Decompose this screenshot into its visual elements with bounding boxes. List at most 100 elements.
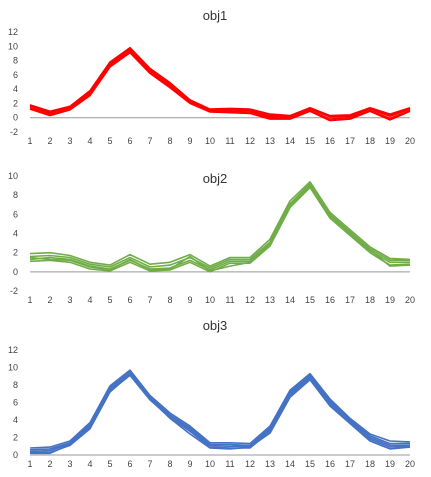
x-tick-label: 8 [167,295,172,305]
series-line-1 [29,46,411,117]
series-line-4 [30,374,411,455]
x-tick-label: 2 [47,295,52,305]
x-tick-label: 9 [187,295,192,305]
x-tick-label: 3 [67,295,72,305]
x-tick-label: 4 [87,459,92,469]
y-tick-label: 10 [8,171,18,181]
series-line-5 [30,373,411,454]
x-tick-label: 5 [107,295,112,305]
y-tick-label: 10 [8,41,18,51]
y-tick-label: -2 [10,286,18,296]
x-tick-label: 13 [265,136,275,146]
series-line-1 [29,369,411,449]
x-tick-label: 14 [285,295,295,305]
x-tick-label: 4 [87,136,92,146]
y-tick-label: 12 [8,27,18,37]
x-tick-label: 19 [385,459,395,469]
series-line-2 [29,182,410,269]
x-tick-label: 8 [167,459,172,469]
x-tick-label: 16 [325,295,335,305]
x-tick-label: 19 [385,295,395,305]
y-tick-label: 10 [8,363,18,373]
y-tick-label: 2 [13,433,18,443]
series-line-3 [29,372,410,453]
y-tick-label: 6 [13,70,18,80]
y-tick-label: 4 [13,229,18,239]
y-tick-label: 0 [13,113,18,123]
x-tick-label: 17 [345,136,355,146]
x-tick-label: 12 [245,459,255,469]
series-line-2 [29,49,411,118]
y-tick-label: 0 [13,450,18,460]
x-tick-label: 10 [205,459,215,469]
x-tick-label: 11 [225,136,234,146]
chart-title: obj1 [203,8,228,23]
x-tick-label: 20 [405,459,415,469]
x-tick-label: 5 [107,136,112,146]
x-tick-label: 15 [305,295,315,305]
x-tick-label: 18 [365,136,375,146]
x-tick-label: 11 [225,295,234,305]
y-tick-label: 8 [13,190,18,200]
x-tick-label: 4 [87,295,92,305]
x-tick-label: 12 [245,136,255,146]
x-tick-label: 16 [325,459,335,469]
x-tick-label: 6 [127,136,132,146]
x-tick-label: 14 [285,136,295,146]
x-tick-label: 3 [67,136,72,146]
y-tick-label: 0 [13,267,18,277]
y-tick-label: -2 [10,127,18,137]
x-tick-label: 10 [205,136,215,146]
x-tick-label: 7 [147,459,152,469]
y-tick-label: 4 [13,415,18,425]
x-tick-label: 16 [325,136,335,146]
x-tick-label: 20 [405,136,415,146]
chart-title: obj2 [203,171,228,186]
chart-title: obj3 [203,318,228,333]
x-tick-label: 12 [245,295,255,305]
x-tick-label: 6 [127,295,132,305]
x-tick-label: 6 [127,459,132,469]
x-tick-label: 20 [405,295,415,305]
y-tick-label: 12 [8,345,18,355]
x-tick-label: 2 [47,459,52,469]
x-tick-label: 17 [345,459,355,469]
x-tick-label: 8 [167,136,172,146]
series-line-5 [29,183,411,272]
x-tick-label: 7 [147,136,152,146]
x-tick-label: 17 [345,295,355,305]
x-tick-label: 18 [365,295,375,305]
series-line-1 [29,181,411,267]
x-tick-label: 11 [225,459,234,469]
y-tick-label: 2 [13,248,18,258]
x-tick-label: 9 [187,459,192,469]
x-tick-label: 14 [285,459,295,469]
y-tick-label: 4 [13,84,18,94]
x-tick-label: 9 [187,136,192,146]
x-tick-label: 7 [147,295,152,305]
x-tick-label: 5 [107,459,112,469]
x-tick-label: 3 [67,459,72,469]
series-line-5 [29,47,411,118]
x-tick-label: 1 [27,459,32,469]
x-tick-label: 19 [385,136,395,146]
y-tick-label: 8 [13,380,18,390]
y-tick-label: 6 [13,398,18,408]
x-tick-label: 15 [305,459,315,469]
x-tick-label: 18 [365,459,375,469]
series-line-2 [29,371,410,451]
x-tick-label: 10 [205,295,215,305]
y-tick-label: 8 [13,56,18,66]
series-line-3 [29,184,410,271]
x-tick-label: 13 [265,459,275,469]
y-tick-label: 2 [13,98,18,108]
series-line-4 [29,186,411,273]
y-tick-label: 6 [13,209,18,219]
x-tick-label: 15 [305,136,315,146]
x-tick-label: 2 [47,136,52,146]
series-line-3 [29,50,411,120]
